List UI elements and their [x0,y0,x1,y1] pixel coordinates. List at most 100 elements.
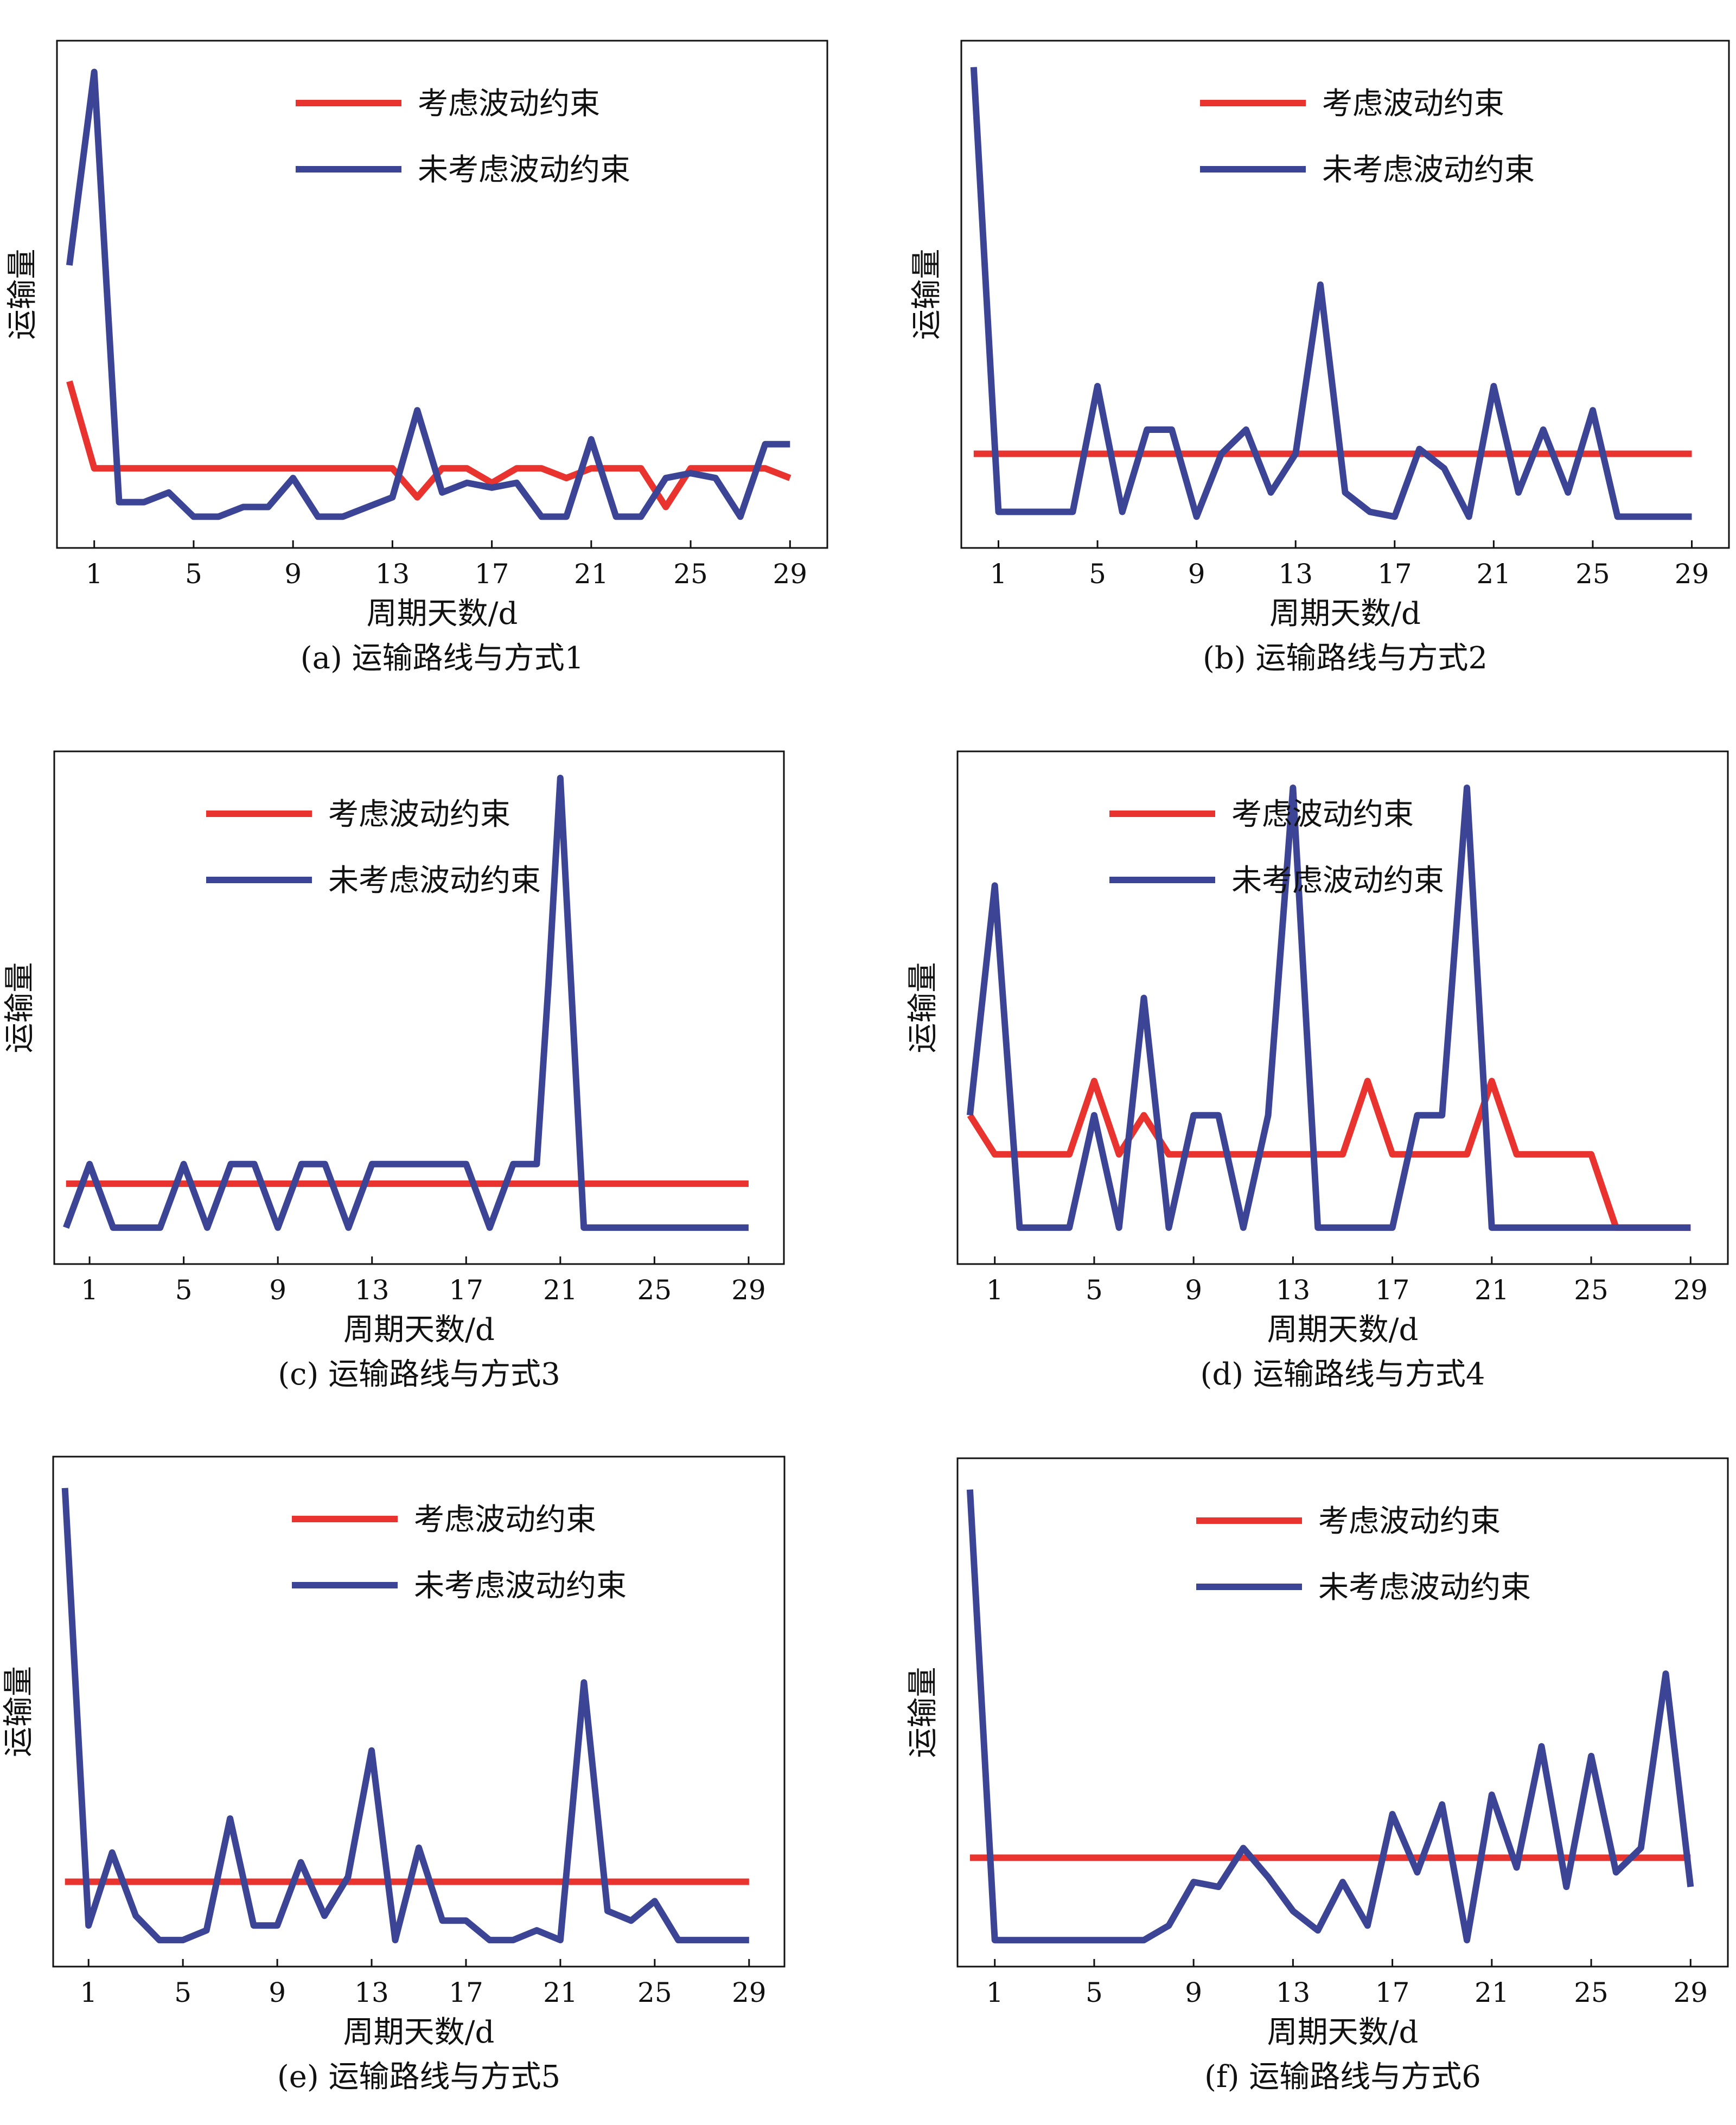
legend-label-unconsidered: 未考虑波动约束 [328,863,541,898]
series-considered-line [967,1077,1691,1231]
x-tick-label: 21 [1477,558,1511,590]
plot-frame [956,1457,1729,1968]
x-tick-label: 25 [637,1274,672,1306]
y-axis-label: 运输量 [2,962,37,1054]
series-unconsidered-line [63,775,749,1231]
x-tick-label: 1 [986,1977,1004,2008]
x-tick-label: 17 [449,1274,483,1306]
x-tick-label: 25 [673,558,708,590]
x-tick-label: 13 [1276,1977,1311,2008]
legend-label-considered: 考虑波动约束 [1322,86,1504,122]
x-axis-label: 周期天数/d [343,1312,495,1348]
x-axis-label: 周期天数/d [367,596,518,631]
x-tick-label: 5 [174,1977,192,2008]
plot-frame [956,750,1729,1265]
plot-frame [53,750,785,1265]
x-tick-label: 25 [637,1977,672,2008]
series-considered-line [66,380,792,510]
x-tick-label: 13 [354,1977,389,2008]
plot-frame [960,40,1730,549]
legend-label-considered: 考虑波动约束 [414,1502,596,1537]
plot-frame [52,1456,786,1968]
x-tick-label: 13 [375,558,410,590]
x-tick-label: 1 [81,1274,98,1306]
x-tick-label: 13 [1278,558,1313,590]
y-axis-label: 运输量 [905,962,941,1054]
y-axis-label: 运输量 [909,249,944,340]
y-axis-label: 运输量 [1,1666,36,1757]
series-unconsidered-line [66,68,790,520]
x-tick-label: 13 [1276,1274,1311,1306]
x-tick-label: 29 [773,558,807,590]
series-unconsidered-line [61,1488,749,1944]
x-tick-label: 1 [80,1977,97,2008]
legend-label-considered: 考虑波动约束 [418,86,600,122]
chart-caption: (d) 运输路线与方式4 [1201,1357,1485,1392]
legend-label-unconsidered: 未考虑波动约束 [1318,1570,1531,1605]
plot-frame [56,40,828,549]
legend-label-unconsidered: 未考虑波动约束 [1231,863,1444,898]
x-tick-label: 1 [86,558,103,590]
legend-label-considered: 考虑波动约束 [328,797,510,832]
x-tick-label: 5 [1089,558,1106,590]
x-tick-label: 5 [1086,1274,1103,1306]
chart-caption: (b) 运输路线与方式2 [1203,641,1488,676]
x-tick-label: 1 [986,1274,1004,1306]
legend-label-considered: 考虑波动约束 [1231,797,1414,832]
legend-label-unconsidered: 未考虑波动约束 [414,1568,627,1604]
x-tick-label: 25 [1575,558,1610,590]
x-tick-label: 17 [1375,1977,1410,2008]
x-tick-label: 21 [543,1274,578,1306]
series-unconsidered-line [966,1489,1694,1944]
x-tick-label: 25 [1574,1274,1609,1306]
x-axis-label: 周期天数/d [343,2015,495,2050]
x-tick-label: 9 [1188,558,1205,590]
x-tick-label: 29 [1673,1977,1708,2008]
series-unconsidered-line [970,67,1692,520]
series-unconsidered-line [966,784,1691,1231]
x-tick-label: 17 [1377,558,1412,590]
x-tick-label: 5 [1086,1977,1103,2008]
legend-label-unconsidered: 未考虑波动约束 [418,152,630,188]
x-tick-label: 29 [1675,558,1709,590]
x-tick-label: 5 [185,558,202,590]
x-tick-label: 9 [1185,1274,1202,1306]
y-axis-label: 运输量 [5,249,40,340]
x-tick-label: 21 [1475,1274,1509,1306]
chart-caption: (a) 运输路线与方式1 [301,641,584,676]
x-axis-label: 周期天数/d [1267,1312,1419,1348]
x-tick-label: 9 [1185,1977,1202,2008]
chart-caption: (e) 运输路线与方式5 [277,2059,560,2095]
x-tick-label: 25 [1574,1977,1609,2008]
legend-label-unconsidered: 未考虑波动约束 [1322,152,1535,188]
x-axis-label: 周期天数/d [1269,596,1421,631]
chart-caption: (f) 运输路线与方式6 [1204,2059,1481,2095]
x-tick-label: 9 [269,1977,286,2008]
chart-caption: (c) 运输路线与方式3 [278,1357,560,1392]
x-tick-label: 29 [1673,1274,1708,1306]
y-axis-label: 运输量 [905,1667,941,1758]
x-tick-label: 17 [1375,1274,1410,1306]
x-tick-label: 21 [1475,1977,1509,2008]
x-tick-label: 1 [990,558,1007,590]
legend-label-considered: 考虑波动约束 [1318,1504,1501,1539]
x-tick-label: 13 [355,1274,390,1306]
x-tick-label: 21 [574,558,609,590]
x-tick-label: 17 [475,558,509,590]
x-tick-label: 9 [284,558,302,590]
x-axis-label: 周期天数/d [1267,2015,1419,2050]
x-tick-label: 9 [269,1274,286,1306]
x-tick-label: 29 [732,1977,767,2008]
x-tick-label: 17 [449,1977,483,2008]
x-tick-label: 5 [175,1274,193,1306]
x-tick-label: 29 [731,1274,766,1306]
x-tick-label: 21 [543,1977,578,2008]
